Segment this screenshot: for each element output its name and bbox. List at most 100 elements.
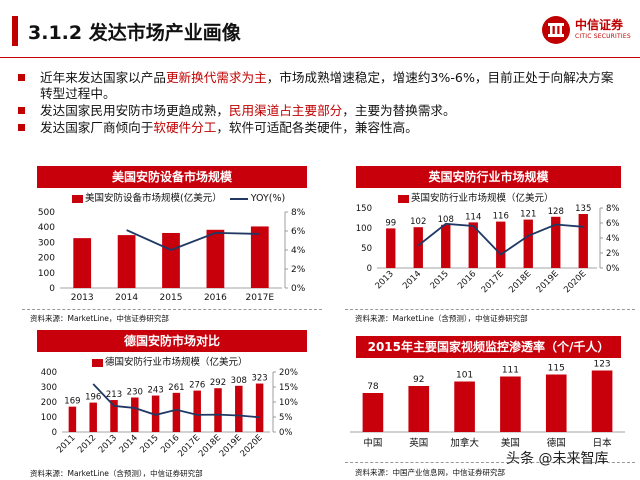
bar-data-label: 261 xyxy=(168,383,184,393)
penetration-chart: 78 中国 92 英国 101 加拿大 111 美国 115 德国 123 日本 xyxy=(350,360,625,449)
citic-logo-icon xyxy=(542,16,570,44)
us-chart-source: 资料来源：MarketLine，中信证券研究部 xyxy=(30,314,169,323)
de-chart-title: 德国安防市场对比 xyxy=(37,330,307,352)
bullet-text: ，主要为替换需求。 xyxy=(342,103,456,118)
x-tick-label: 2015 xyxy=(138,433,160,455)
bullet-text: 近年来发达国家以产品 xyxy=(40,70,166,85)
bar xyxy=(413,227,423,268)
bar xyxy=(206,229,225,288)
bar xyxy=(362,393,384,432)
y-right-tick-label: 2% xyxy=(606,249,620,259)
uk-chart-legend: 英国安防行业市场规模（亿美元） xyxy=(398,190,554,204)
bar xyxy=(110,400,118,432)
y-right-tick-label: 8% xyxy=(291,208,306,218)
legend-label: 英国安防行业市场规模（亿美元） xyxy=(411,193,554,204)
bar xyxy=(131,397,139,432)
bar-data-label: 135 xyxy=(575,204,591,214)
x-tick-label: 2011 xyxy=(55,433,77,455)
legend-bar-swatch xyxy=(72,194,83,203)
y-left-tick-label: 50 xyxy=(361,244,372,254)
bar xyxy=(250,226,269,288)
y-right-tick-label: 0% xyxy=(606,264,620,274)
bar xyxy=(89,402,97,432)
y-right-tick-label: 8% xyxy=(606,204,620,214)
bar-data-label: 276 xyxy=(189,381,205,391)
legend-label: YOY(%) xyxy=(250,193,286,204)
y-left-tick-label: 100 xyxy=(38,269,55,279)
bar-data-label: 101 xyxy=(456,371,473,381)
x-tick-label: 2014 xyxy=(115,293,138,303)
x-tick-label: 英国 xyxy=(409,437,428,449)
bar-data-label: 243 xyxy=(147,386,163,396)
bar xyxy=(386,228,396,268)
x-tick-label: 2020E xyxy=(562,269,588,295)
x-tick-label: 2014 xyxy=(118,433,140,455)
bullet-highlight: 更新换代需求为主 xyxy=(165,70,267,85)
uk-market-chart: 0 50 100 150 0% 2% 4% 6% 8% 99 2013 102 2014 108 2015 1… xyxy=(356,204,620,295)
x-tick-label: 加拿大 xyxy=(450,437,479,449)
x-tick-label: 2019E xyxy=(535,269,561,295)
y-right-tick-label: 0% xyxy=(279,428,293,438)
pen-chart-title: 2015年主要国家视频监控渗透率（个/千人） xyxy=(356,336,621,358)
legend-line-swatch xyxy=(229,197,248,200)
de-chart-legend: 德国安防行业市场规模（亿美元） xyxy=(92,354,248,368)
bar-data-label: 196 xyxy=(85,393,101,403)
bullet-text: ，市场成熟增速稳定，增速约3%-6%，目前正处于向解决方案转型过程中。 xyxy=(40,70,614,101)
bar-data-label: 230 xyxy=(127,388,143,398)
us-market-chart: 0 100 200 300 400 500 0% 2% 4% 6% 8% 2013 2014 2015 20… xyxy=(38,208,306,303)
y-left-tick-label: 0 xyxy=(367,264,372,274)
y-left-tick-label: 300 xyxy=(41,383,57,393)
bar xyxy=(235,385,243,432)
bar xyxy=(255,383,264,432)
bullet-item: 近年来发达国家以产品更新换代需求为主，市场成熟增速稳定，增速约3%-6%，目前正… xyxy=(16,70,626,102)
bullet-highlight: 软硬件分工 xyxy=(153,120,217,135)
bar xyxy=(193,390,201,432)
y-right-tick-label: 2% xyxy=(291,265,306,275)
uk-chart-source: 资料来源：MarketLine（含预测），中信证券研究部 xyxy=(355,314,528,323)
y-right-tick-label: 6% xyxy=(291,227,306,237)
x-tick-label: 2020E xyxy=(239,433,265,459)
bar xyxy=(500,376,521,432)
source-divider xyxy=(345,309,635,310)
bar xyxy=(454,381,475,432)
x-tick-label: 美国 xyxy=(501,437,520,449)
legend-label: 德国安防行业市场规模（亿美元） xyxy=(105,357,248,368)
bar-data-label: 213 xyxy=(106,390,122,400)
bar-data-label: 116 xyxy=(493,212,509,222)
bullet-square-icon xyxy=(18,107,25,114)
bar-data-label: 123 xyxy=(593,360,610,370)
x-tick-label: 中国 xyxy=(363,437,382,449)
x-tick-label: 2019E xyxy=(218,433,244,459)
y-left-tick-label: 100 xyxy=(41,413,57,423)
x-tick-label: 2013 xyxy=(373,269,395,291)
legend-label: 美国安防设备市场规模(亿美元） xyxy=(85,193,222,204)
x-tick-label: 2016 xyxy=(456,269,478,291)
watermark-text: 头条 @未来智库 xyxy=(506,451,609,467)
logo-text-cn: 中信证券 xyxy=(575,18,624,32)
y-left-tick-label: 300 xyxy=(38,238,55,248)
x-tick-label: 2013 xyxy=(71,293,94,303)
bar-data-label: 92 xyxy=(413,375,424,385)
bar-data-label: 308 xyxy=(231,376,247,386)
y-left-tick-label: 100 xyxy=(356,224,372,234)
bar xyxy=(117,235,136,288)
bullet-text: 发达国家厂商倾向于 xyxy=(40,120,154,135)
bar-data-label: 108 xyxy=(438,215,454,225)
bar xyxy=(172,392,181,432)
bar-data-label: 102 xyxy=(410,217,426,227)
y-left-tick-label: 500 xyxy=(38,208,55,218)
bar xyxy=(151,395,160,432)
yoy-line xyxy=(417,222,584,256)
y-left-tick-label: 0 xyxy=(52,428,57,438)
y-left-tick-label: 200 xyxy=(38,254,55,264)
page-title: 3.1.2 发达市场产业画像 xyxy=(28,22,241,44)
us-chart-legend: 美国安防设备市场规模(亿美元） YOY(%) xyxy=(72,190,285,204)
y-right-tick-label: 4% xyxy=(606,234,620,244)
legend-bar-swatch xyxy=(398,194,409,203)
x-tick-label: 2013 xyxy=(97,433,119,455)
y-left-tick-label: 400 xyxy=(41,368,57,378)
bullet-item: 发达国家民用安防市场更趋成熟，民用渠道占主要部分，主要为替换需求。 xyxy=(16,103,626,119)
y-left-tick-label: 150 xyxy=(356,204,372,214)
yoy-line xyxy=(126,229,260,251)
bullet-text: 发达国家民用安防市场更趋成熟， xyxy=(40,103,229,118)
